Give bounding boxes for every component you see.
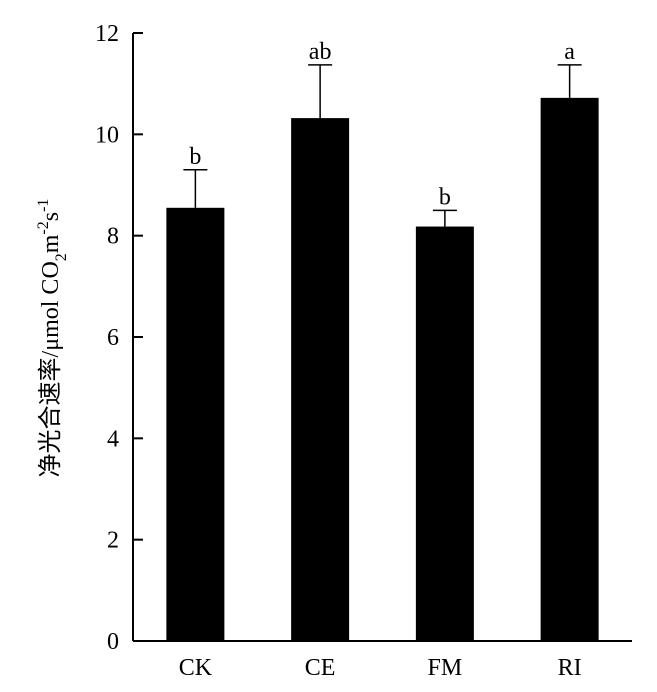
y-tick-label: 2 <box>107 528 119 554</box>
y-axis-title: 净光合速率/μmol CO2m-2s-1 <box>35 199 70 478</box>
significance-label-fm: b <box>439 184 451 210</box>
bars <box>166 97 599 642</box>
bar-ck <box>166 207 225 642</box>
error-bars <box>183 64 582 227</box>
bar-fm <box>415 226 474 641</box>
x-tick-label: RI <box>558 655 582 681</box>
y-tick-label: 4 <box>107 426 119 452</box>
y-tick-label: 12 <box>95 21 119 47</box>
significance-label-ce: ab <box>309 39 332 65</box>
x-tick-label: CE <box>305 655 336 681</box>
significance-label-ck: b <box>189 144 201 170</box>
y-tick-label: 8 <box>107 224 119 250</box>
y-tick-label: 10 <box>95 122 119 148</box>
y-axis-title-tail: s <box>38 212 64 221</box>
y-axis-title-main: 净光合速率/μmol CO <box>37 261 64 477</box>
y-axis-title-sup2: -1 <box>35 199 52 212</box>
y-axis: 0 2 4 6 8 10 12 <box>95 21 143 655</box>
y-axis-title-sub: 2 <box>53 253 70 261</box>
y-axis-title-mid: m <box>38 234 64 253</box>
y-tick-label: 6 <box>107 325 119 351</box>
y-tick-label: 0 <box>107 629 119 655</box>
bar-ce <box>291 118 350 642</box>
bar-ri <box>540 97 599 641</box>
significance-labels: b ab b a <box>189 39 575 210</box>
significance-label-ri: a <box>564 39 575 65</box>
y-axis-title-sup1: -2 <box>35 221 52 234</box>
x-tick-label: FM <box>428 655 463 681</box>
x-tick-label: CK <box>179 655 213 681</box>
